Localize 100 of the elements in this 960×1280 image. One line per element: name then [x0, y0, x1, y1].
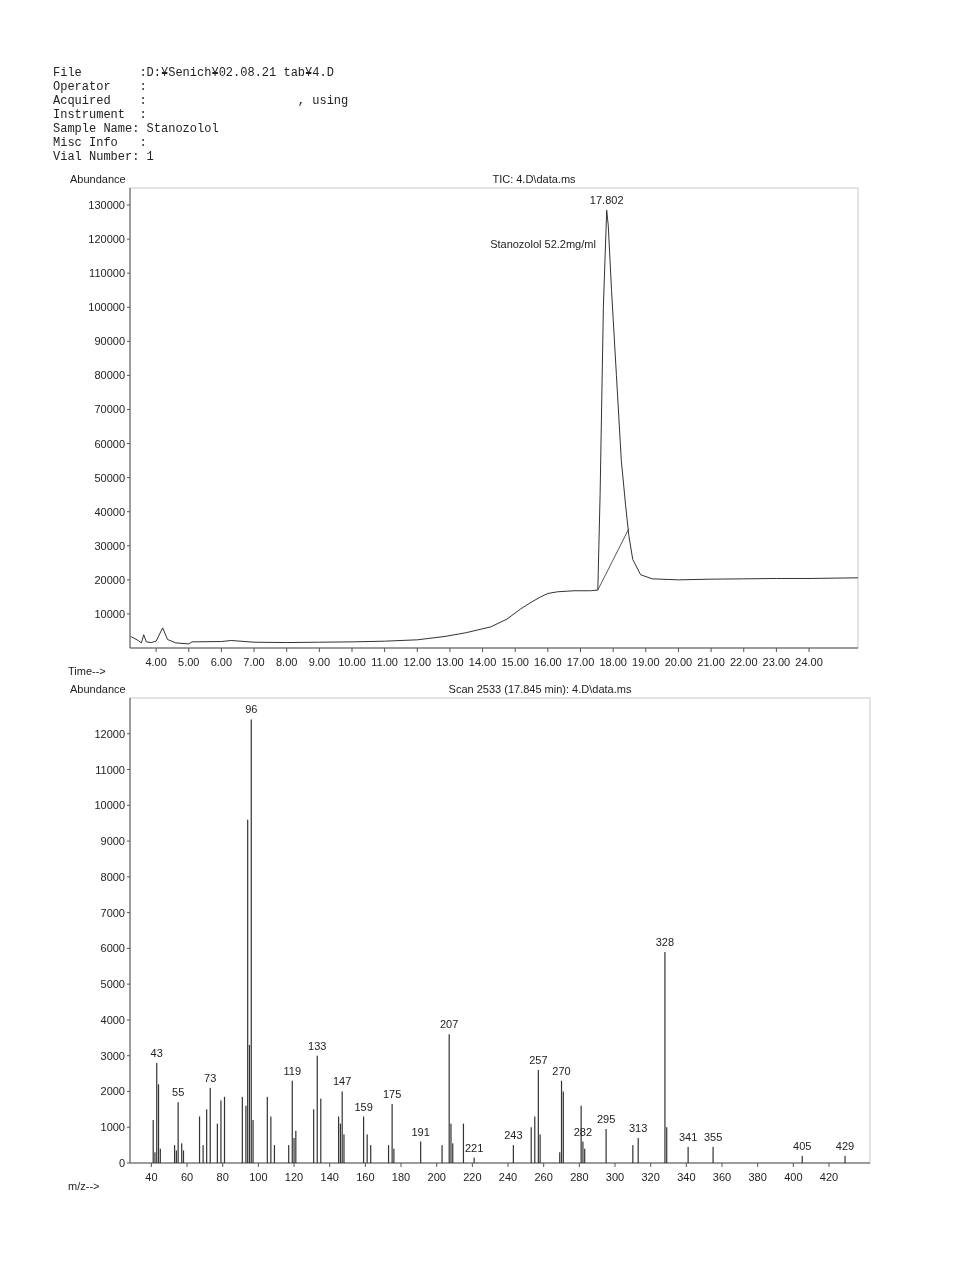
- annotation: 17.802: [589, 194, 624, 207]
- x-tick-label: 200: [427, 1171, 446, 1183]
- annotation: 207: [440, 1018, 459, 1031]
- y-tick-label: 0: [118, 1157, 125, 1169]
- annotation: 119: [283, 1064, 302, 1077]
- x-tick-label: 60: [180, 1171, 194, 1183]
- annotation: 221: [464, 1141, 484, 1154]
- x-tick-label: 24.00: [795, 656, 823, 668]
- y-tick-label: 60000: [94, 437, 125, 450]
- annotation: 341: [678, 1130, 698, 1143]
- annotation: 159: [354, 1100, 373, 1113]
- x-tick-label: 5.00: [178, 656, 200, 668]
- x-tick-label: 14.00: [468, 656, 497, 668]
- annotation: 243: [504, 1129, 523, 1142]
- x-tick-label: 10.00: [338, 656, 366, 668]
- x-tick-label: 240: [498, 1171, 518, 1183]
- x-tick-label: 420: [819, 1171, 839, 1183]
- y-tick-label: 100000: [88, 301, 125, 314]
- x-tick-label: 6.00: [210, 656, 233, 668]
- x-tick-label: 23.00: [762, 656, 791, 668]
- text: Operator :: [53, 80, 147, 94]
- y-tick-label: 40000: [94, 505, 125, 518]
- y-tick-label: 2000: [100, 1085, 125, 1098]
- y-tick-label: 10000: [94, 799, 125, 812]
- x-tick-label: 15.00: [501, 656, 529, 668]
- annotation: 313: [629, 1121, 648, 1134]
- x-tick-label: 40: [145, 1171, 158, 1183]
- y-tick-label: 4000: [100, 1013, 125, 1026]
- y-tick-label: 12000: [94, 727, 125, 740]
- x-tick-label: 120: [284, 1171, 304, 1183]
- x-tick-label: 17.00: [566, 656, 595, 668]
- text: Acquired : , using: [53, 94, 349, 108]
- x-tick-label: 11.00: [371, 656, 398, 668]
- annotation: 328: [655, 935, 675, 948]
- y-axis-title: Abundance: [70, 683, 126, 695]
- x-tick-label: 13.00: [436, 656, 464, 668]
- x-tick-label: 8.00: [275, 656, 298, 668]
- annotation: 429: [835, 1139, 855, 1152]
- chart-title: Scan 2533 (17.845 min): 4.D\data.ms: [448, 683, 632, 695]
- x-tick-label: 18.00: [599, 656, 627, 668]
- x-tick-label: 4.00: [145, 656, 167, 668]
- y-tick-label: 1000: [100, 1121, 125, 1134]
- y-tick-label: 8000: [100, 870, 125, 883]
- x-axis-title: Time-->: [68, 665, 106, 677]
- y-tick-label: 90000: [94, 335, 125, 348]
- x-tick-label: 12.00: [403, 656, 432, 668]
- x-tick-label: 16.00: [534, 656, 562, 668]
- y-tick-label: 20000: [94, 573, 125, 586]
- x-tick-label: 140: [320, 1171, 339, 1183]
- x-tick-label: 22.00: [729, 656, 758, 668]
- annotation: 175: [382, 1087, 402, 1100]
- x-tick-label: 340: [677, 1171, 696, 1183]
- x-tick-label: 7.00: [243, 656, 265, 668]
- text: Misc Info :: [53, 136, 147, 150]
- annotation: 405: [793, 1139, 812, 1152]
- annotation: 96: [245, 703, 258, 716]
- annotation: Stanozolol 52.2mg/ml: [490, 238, 596, 250]
- x-tick-label: 20.00: [664, 656, 693, 668]
- annotation: 55: [172, 1086, 185, 1099]
- y-tick-label: 70000: [94, 403, 125, 416]
- y-tick-label: 3000: [100, 1049, 125, 1062]
- annotation: 295: [596, 1113, 616, 1126]
- x-tick-label: 19.00: [632, 656, 660, 668]
- text: Vial Number: 1: [53, 150, 154, 164]
- y-tick-label: 7000: [100, 906, 125, 919]
- x-tick-label: 280: [570, 1171, 589, 1183]
- y-tick-label: 5000: [100, 978, 125, 991]
- x-axis-title: m/z-->: [68, 1180, 100, 1192]
- annotation: 270: [552, 1064, 571, 1077]
- x-tick-label: 160: [356, 1171, 375, 1183]
- x-tick-label: 220: [463, 1171, 482, 1183]
- y-tick-label: 9000: [100, 835, 125, 848]
- text: Sample Name: Stanozolol: [53, 122, 219, 136]
- x-tick-label: 400: [784, 1171, 803, 1183]
- chart-title: TIC: 4.D\data.ms: [492, 173, 577, 185]
- y-tick-label: 80000: [94, 369, 125, 382]
- y-tick-label: 120000: [88, 233, 125, 246]
- y-tick-label: 11000: [95, 763, 125, 776]
- text: File :D:¥Senich¥02.08.21 tab¥4.D: [53, 66, 334, 80]
- x-tick-label: 180: [391, 1171, 411, 1183]
- y-axis-title: Abundance: [70, 173, 126, 185]
- x-tick-label: 80: [216, 1171, 229, 1183]
- annotation: 133: [308, 1039, 327, 1052]
- y-tick-label: 10000: [94, 607, 125, 620]
- x-tick-label: 300: [605, 1171, 625, 1183]
- x-tick-label: 320: [641, 1171, 660, 1183]
- x-tick-label: 360: [712, 1171, 732, 1183]
- annotation: 147: [333, 1075, 352, 1088]
- y-tick-label: 130000: [88, 199, 125, 212]
- annotation: 43: [150, 1046, 163, 1059]
- y-tick-label: 30000: [94, 539, 125, 552]
- y-tick-label: 110000: [89, 267, 125, 280]
- annotation: 257: [529, 1054, 548, 1066]
- text: Instrument :: [53, 108, 147, 122]
- y-tick-label: 50000: [94, 471, 125, 484]
- x-tick-label: 9.00: [308, 656, 331, 668]
- annotation: 355: [703, 1130, 723, 1143]
- x-tick-label: 100: [249, 1171, 268, 1183]
- x-tick-label: 21.00: [697, 656, 725, 668]
- annotation: 73: [204, 1071, 217, 1084]
